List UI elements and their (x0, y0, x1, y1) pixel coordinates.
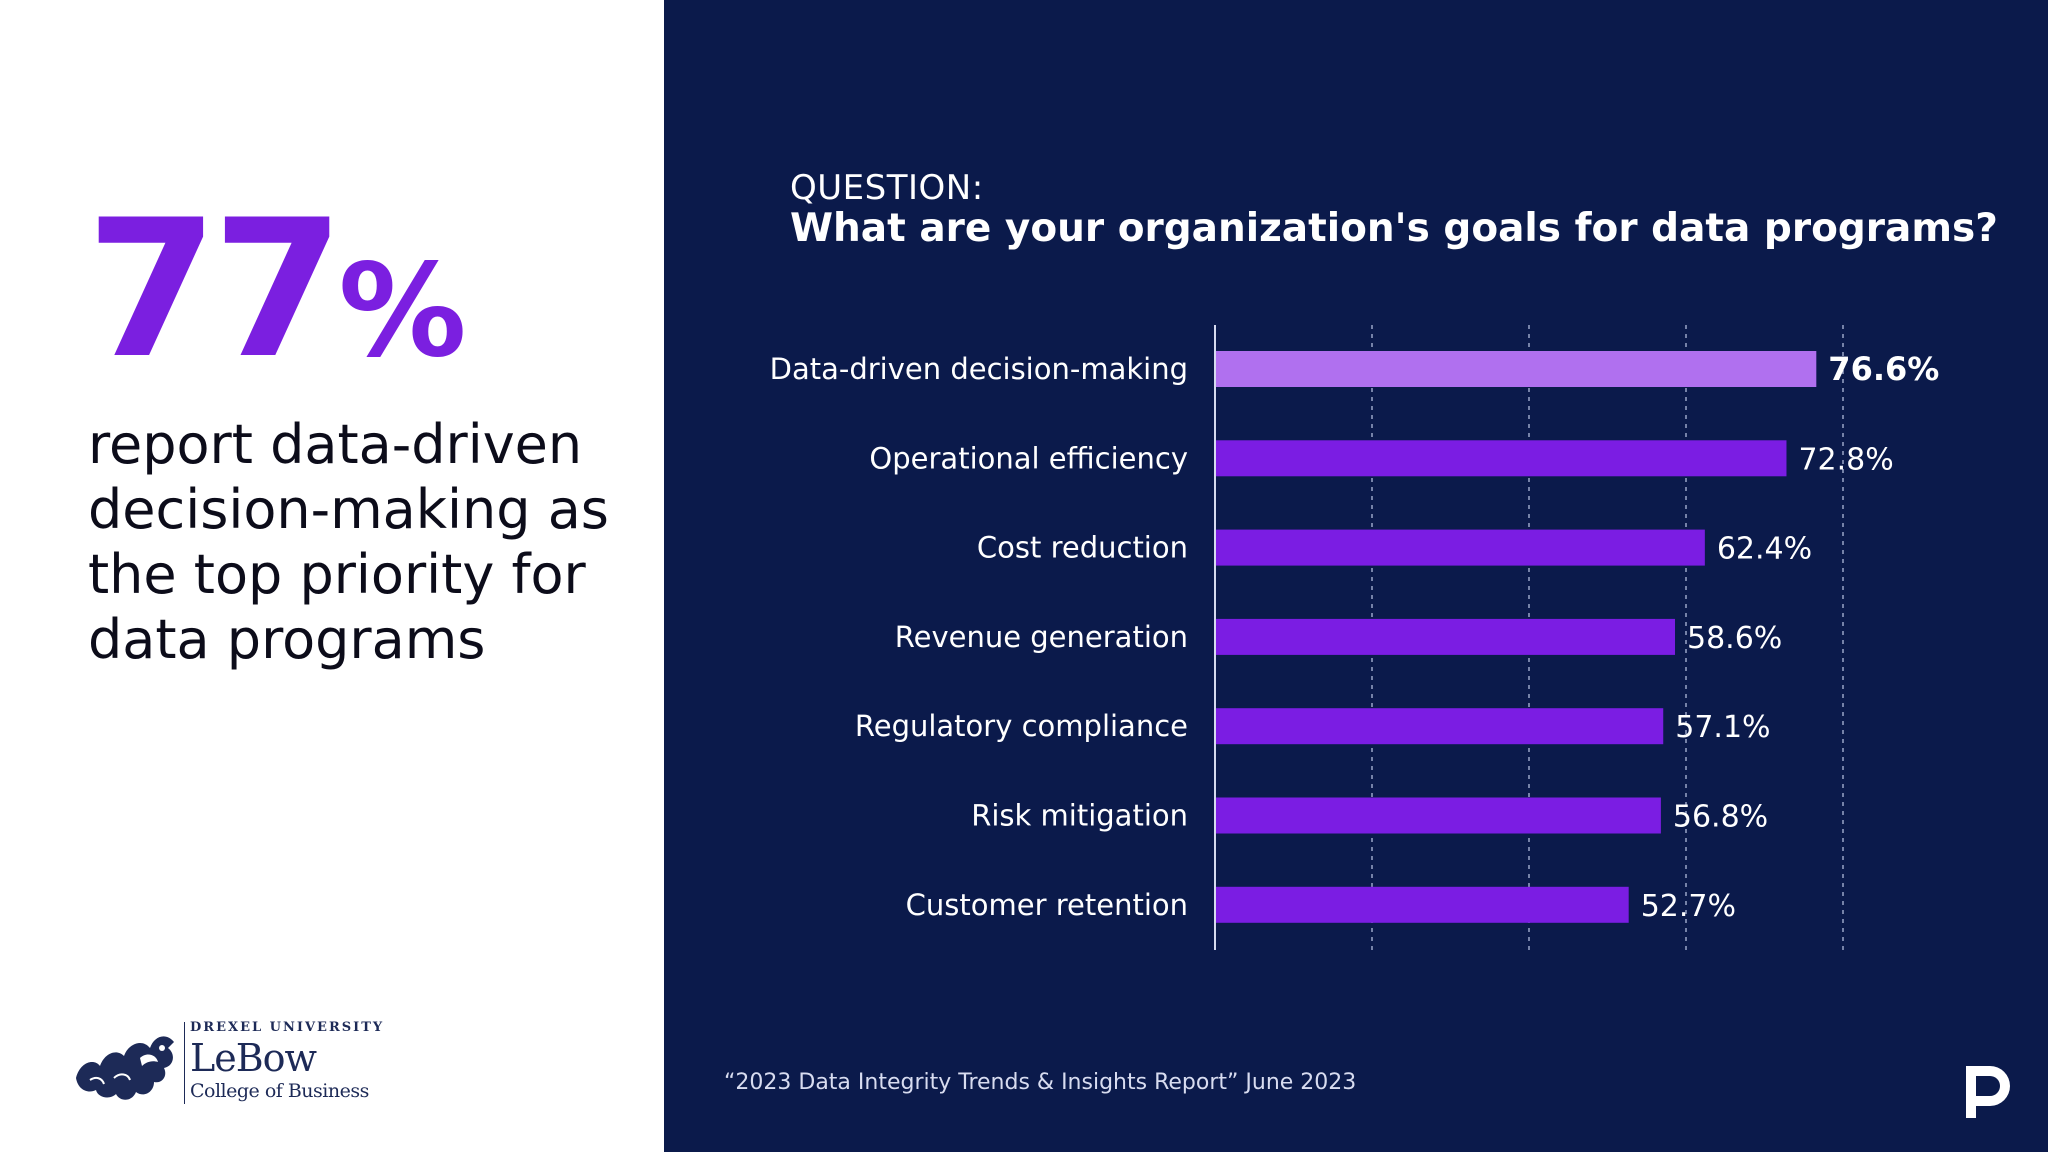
value-label: 57.1% (1675, 710, 1770, 745)
bar (1215, 529, 1705, 566)
logo-university: DREXEL UNIVERSITY (190, 1020, 385, 1035)
category-label: Regulatory compliance (855, 709, 1188, 743)
category-label: Customer retention (906, 888, 1188, 922)
category-label: Operational efficiency (869, 441, 1188, 475)
bar (1215, 440, 1787, 477)
left-panel: 77% report data-driven decision-making a… (0, 0, 664, 1152)
value-label: 76.6% (1828, 350, 1939, 388)
logo-school: LeBow (190, 1036, 317, 1080)
headline-stat-percent: % (338, 237, 467, 386)
logo-divider (184, 1022, 185, 1104)
logo-college: College of Business (190, 1080, 369, 1102)
value-label: 52.7% (1641, 889, 1736, 924)
category-label: Data-driven decision-making (770, 352, 1188, 386)
category-label: Revenue generation (895, 620, 1188, 654)
category-label: Cost reduction (977, 531, 1188, 565)
bar (1215, 708, 1664, 745)
headline-stat: 77% (86, 195, 467, 385)
dragon-logo-icon (76, 1036, 174, 1100)
bar (1215, 886, 1629, 923)
question-title: What are your organization's goals for d… (790, 206, 1998, 251)
value-label: 72.8% (1798, 442, 1893, 477)
question-label: QUESTION: (790, 168, 984, 208)
bar (1215, 618, 1676, 655)
headline-stat-number: 77 (86, 179, 344, 400)
value-label: 62.4% (1717, 532, 1812, 567)
value-label: 56.8% (1673, 800, 1768, 835)
precisely-p-logo-icon (1966, 1066, 2010, 1118)
headline-caption: report data-driven decision-making as th… (88, 413, 609, 671)
source-citation: “2023 Data Integrity Trends & Insights R… (724, 1070, 1357, 1095)
bar (1215, 351, 1817, 387)
right-panel (664, 0, 2048, 1152)
bar (1215, 797, 1661, 834)
drexel-lebow-logo: DREXEL UNIVERSITY LeBow College of Busin… (70, 1018, 390, 1118)
value-label: 58.6% (1687, 621, 1782, 656)
category-label: Risk mitigation (971, 799, 1188, 833)
